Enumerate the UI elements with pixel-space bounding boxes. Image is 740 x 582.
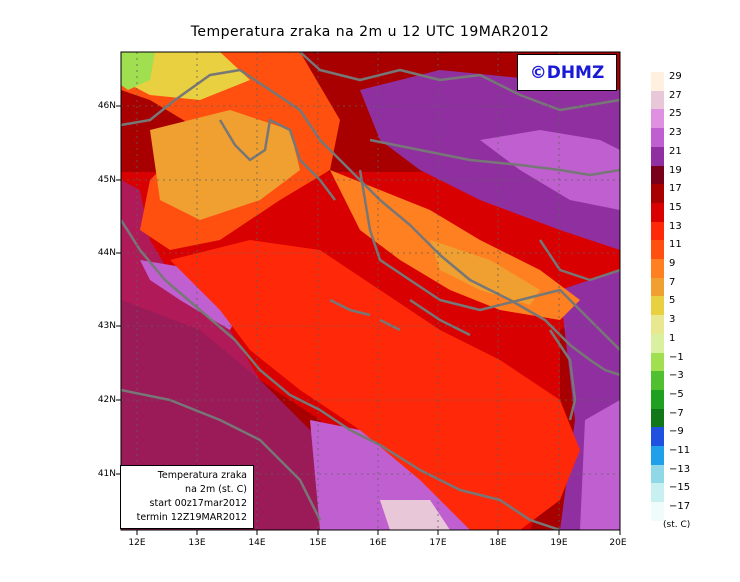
legend-label: 19 [669,164,682,176]
legend-label: 25 [669,108,682,120]
lat-label-44n: 44N [97,248,116,258]
legend-swatch [651,146,664,166]
lon-label-15e: 15E [309,538,327,548]
legend-swatch [651,464,664,484]
legend-label: −7 [669,407,684,419]
info-line-start: start 00z17mar2012 [149,498,247,509]
legend-swatch [651,202,664,223]
grid-lines [121,52,620,530]
info-line-unit: na 2m (st. C) [185,484,247,495]
lat-label-45n: 45N [97,175,116,185]
legend-unit: (st. C) [663,520,691,530]
info-line-variable: Temperatura zraka [157,470,247,481]
legend-label: −3 [669,370,684,382]
legend-label: 27 [669,89,682,101]
legend-label: 15 [669,201,682,213]
lon-label-16e: 16E [369,538,387,548]
field-yellow-north [121,52,250,100]
legend-label: 23 [669,127,682,139]
field-light-orange-istria [150,110,300,220]
legend-swatch [651,483,664,503]
lon-label-17e: 17E [429,538,447,548]
lat-label-46n: 46N [97,101,116,111]
field-yellow-dalmatia [430,240,540,305]
lon-label-12e: 12E [128,538,146,548]
field-bright-red-adriatic [170,240,580,530]
lon-label-14e: 14E [248,538,266,548]
field-light-purple-italy [310,420,480,530]
legend-swatch [651,352,664,372]
field-light-purple-east [580,400,620,530]
legend-label: 9 [669,258,676,269]
legend-label: −15 [669,482,691,494]
legend-swatch [651,296,664,316]
legend-swatch [651,184,664,204]
legend-label: 13 [669,220,682,232]
legend-swatch [651,408,664,428]
legend-swatch [651,128,664,148]
legend-swatch [651,427,664,447]
lon-label-20e: 20E [609,538,627,548]
legend-swatch [651,72,664,92]
lon-label-18e: 18E [489,538,507,548]
legend-label: 17 [669,183,682,195]
dhmz-logo: ©DHMZ [517,54,617,91]
lat-label-41n: 41N [97,469,116,479]
legend-label: 3 [669,314,676,326]
legend-label: −1 [669,351,684,363]
legend-swatch [651,446,664,466]
lat-label-42n: 42N [97,395,116,405]
legend-swatch [651,240,664,260]
info-line-termin: termin 12Z19MAR2012 [136,512,247,523]
legend-swatch [651,371,664,391]
legend-swatch [651,277,664,297]
field-purple-italy [121,180,420,530]
field-pink-italy [380,500,450,530]
field-purple-northeast [360,70,620,250]
legend-swatch [651,90,664,110]
legend-label: −9 [669,426,684,438]
lat-label-43n: 43N [97,321,116,331]
legend-swatch [651,259,664,279]
lon-label-13e: 13E [188,538,206,548]
legend-label: 1 [669,332,676,344]
legend-swatch [651,389,664,410]
field-green-nw [121,52,155,90]
legend-swatch [651,502,664,522]
legend-label: 29 [669,71,682,82]
legend-swatch [651,221,664,241]
map-title: Temperatura zraka na 2m u 12 UTC 19MAR20… [190,24,550,40]
legend-label: −11 [669,445,691,456]
legend-label: −5 [669,388,684,400]
legend-label: −17 [669,501,691,513]
legend-label: 21 [669,145,682,157]
legend-label: −13 [669,463,691,475]
coastlines [121,52,620,530]
legend-label: 7 [669,276,676,288]
legend-swatch [651,165,664,185]
legend-swatch [651,109,664,129]
legend-label: 5 [669,295,676,307]
legend-swatch [651,315,664,335]
field-purple-strip [140,260,240,330]
info-box: Temperatura zraka na 2m (st. C) start 00… [120,465,254,529]
lon-label-19e: 19E [550,538,568,548]
legend-label: 11 [669,239,682,251]
legend-swatch [651,333,664,353]
map-frame [120,51,621,531]
